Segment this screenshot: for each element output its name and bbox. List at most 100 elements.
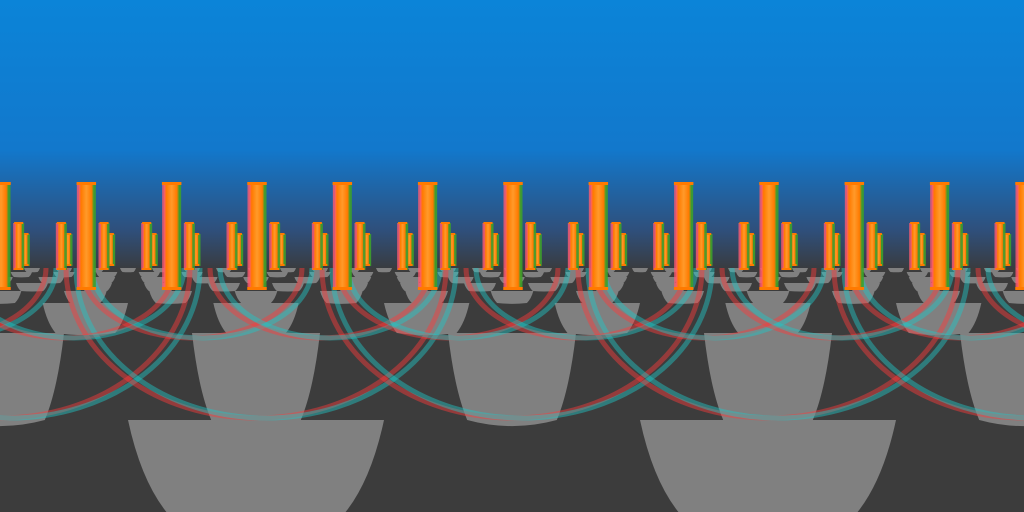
floor-tile — [464, 283, 496, 292]
pillar — [503, 182, 523, 290]
floor-tile — [746, 291, 790, 304]
floor-tile — [138, 272, 160, 278]
floor-tile — [632, 268, 648, 273]
pillar — [653, 222, 665, 270]
floor-tile — [857, 277, 884, 284]
floor-tile — [272, 283, 304, 292]
floor-tile — [650, 272, 672, 278]
arc-fringe-red — [463, 268, 689, 341]
arc-fringe-red — [335, 268, 561, 341]
floor-tile — [224, 272, 246, 278]
floor-tile — [693, 272, 715, 278]
pillar — [55, 222, 67, 270]
pillar — [781, 222, 793, 270]
pillar — [951, 222, 963, 270]
floor-tile — [309, 272, 331, 278]
pillar — [866, 222, 878, 270]
pillar — [823, 222, 835, 270]
arc-fringe-cyan — [0, 268, 203, 421]
floor-tile — [394, 272, 416, 278]
pillar — [588, 182, 609, 290]
floor-tile — [576, 291, 619, 304]
arc-fringe-red — [831, 268, 1024, 421]
floor-tile — [792, 268, 808, 273]
pillar — [844, 182, 865, 290]
floor-tile — [192, 333, 320, 427]
arc-fringe-red — [319, 268, 705, 421]
arc-fringe-red — [847, 268, 1024, 341]
arc-fringe-cyan — [329, 268, 715, 421]
floor-tile — [266, 272, 288, 278]
pillar — [610, 222, 622, 270]
arc-fringe-cyan — [0, 268, 187, 341]
pillar — [525, 222, 537, 270]
pillar — [226, 222, 238, 270]
floor-tile — [448, 333, 576, 427]
pillar — [141, 222, 153, 270]
pillar — [161, 182, 182, 290]
arc-fringe-red — [975, 268, 1024, 328]
arc-fringe-cyan — [601, 268, 827, 341]
floor-tile — [917, 291, 960, 304]
arc-fringe-red — [0, 268, 193, 421]
pillar — [332, 182, 353, 290]
floor-tile — [704, 333, 832, 427]
floor-tile — [140, 277, 167, 284]
arc-fringe-cyan — [857, 268, 1024, 341]
floor-tile — [661, 291, 704, 304]
floor-tile — [208, 283, 240, 292]
floor-tile — [821, 272, 843, 278]
floor-tile — [528, 283, 560, 292]
floor-tile — [778, 272, 800, 278]
floor-tile — [720, 283, 752, 292]
floor-tile — [888, 268, 904, 273]
pillar — [1015, 182, 1024, 290]
pillar — [929, 182, 950, 290]
floor-tile — [128, 420, 384, 512]
floor-tile — [42, 303, 128, 336]
arc-fringe-cyan — [585, 268, 971, 421]
floor-tile — [976, 283, 1008, 292]
floor-tile — [396, 277, 423, 284]
floor-tile — [16, 283, 48, 292]
arc-fringe-red — [0, 268, 177, 341]
pillar — [417, 182, 438, 290]
floor-tile — [89, 277, 116, 284]
floor-tile — [949, 272, 971, 278]
floor-tile — [960, 277, 986, 284]
pillar — [673, 182, 694, 290]
floor-tile — [38, 277, 64, 284]
floor-tile — [480, 272, 502, 278]
floor-tile — [10, 272, 32, 278]
floor-tile — [640, 420, 896, 512]
floor-tile — [992, 272, 1014, 278]
floor-tile — [376, 268, 392, 273]
floor-tile — [908, 277, 935, 284]
floor-tile — [213, 303, 299, 336]
pillar-row-near — [0, 182, 1024, 290]
floor-tile — [405, 291, 448, 304]
floor-tile — [565, 272, 587, 278]
pillar — [13, 222, 25, 270]
floor-tile — [784, 283, 816, 292]
pillar — [994, 222, 1006, 270]
floor-tile — [280, 268, 296, 273]
floor-tile — [601, 277, 628, 284]
floor-tile — [181, 272, 203, 278]
floor-tile — [960, 333, 1024, 427]
floor-tile — [53, 272, 75, 278]
arc-fringe-red — [63, 268, 449, 421]
pillar — [759, 182, 779, 290]
pillar — [354, 222, 366, 270]
floor-tile — [384, 303, 470, 336]
arc-fringe-red — [575, 268, 961, 421]
floor-tile — [522, 272, 544, 278]
floor-tile — [0, 333, 64, 427]
floor-tile — [536, 268, 552, 273]
floor-tile — [554, 303, 640, 336]
floor-tile — [192, 277, 218, 284]
floor-tile — [149, 291, 192, 304]
floor-tile — [345, 277, 372, 284]
arc-fringe-cyan — [345, 268, 571, 341]
